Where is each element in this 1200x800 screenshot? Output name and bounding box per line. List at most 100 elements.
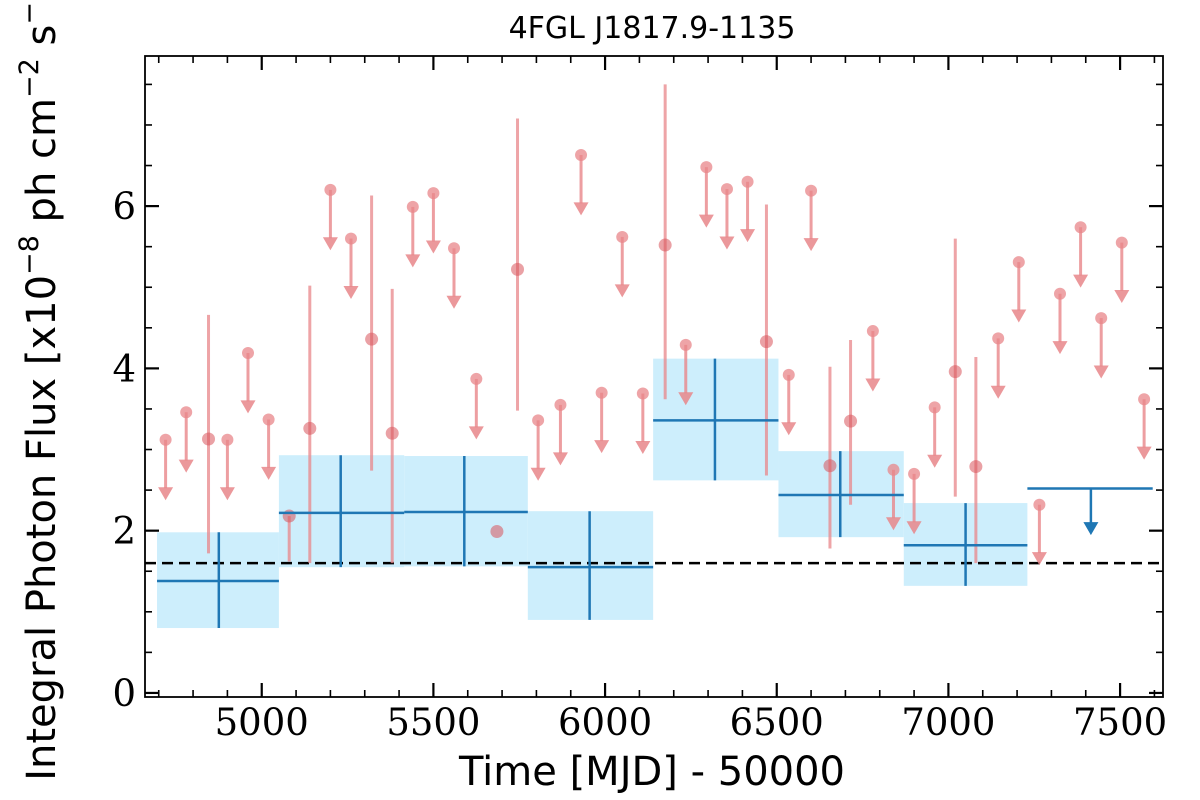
upper-limit-point-33 xyxy=(1115,236,1128,249)
upper-limit-point-28 xyxy=(1012,256,1025,269)
axis-tick-labels: 5000 5500 6000 6500 7000 7500 0 2 4 6 xyxy=(112,185,1167,744)
short-bin-point-2 xyxy=(303,421,317,435)
upper-limit-point-4 xyxy=(262,413,275,426)
upper-limit-point-8 xyxy=(427,187,440,200)
short-bin-point-7 xyxy=(658,238,672,252)
short-bin-point-8 xyxy=(759,335,773,349)
upper-limit-point-0 xyxy=(159,433,172,446)
axes-frame xyxy=(144,55,1164,698)
upper-limit-arrow-21 xyxy=(781,422,797,436)
upper-limit-arrow-10 xyxy=(468,426,484,440)
upper-limit-arrow-18 xyxy=(698,214,714,228)
upper-limit-arrow-27 xyxy=(990,385,1006,399)
x-axis-label: Time [MJD] - 50000 xyxy=(458,749,845,795)
y-axis-label: Integral Photon Flux [x10−8 ph cm−2 s−1] xyxy=(14,0,65,781)
axis-ticks xyxy=(145,56,1163,697)
long-bin-upper-limit-arrow-0 xyxy=(1083,522,1099,536)
upper-limit-arrow-0 xyxy=(158,487,174,501)
y-axis-label-unit: ph cm xyxy=(19,98,65,235)
short-bin-point-11 xyxy=(948,365,962,379)
upper-limit-arrow-19 xyxy=(719,236,735,250)
upper-limit-point-2 xyxy=(221,433,234,446)
upper-limit-arrow-26 xyxy=(927,454,943,468)
chart-title: 4FGL J1817.9-1135 xyxy=(509,11,796,46)
upper-limit-point-10 xyxy=(470,372,483,385)
upper-limit-arrow-16 xyxy=(635,440,651,454)
x-tick-label-6000: 6000 xyxy=(558,701,652,744)
upper-limit-point-7 xyxy=(406,200,419,213)
upper-limit-point-9 xyxy=(448,242,461,255)
upper-limit-arrow-17 xyxy=(678,392,694,406)
upper-limit-arrow-4 xyxy=(261,466,277,480)
upper-limit-arrow-11 xyxy=(530,467,546,481)
upper-limit-point-20 xyxy=(741,175,754,188)
upper-limit-point-24 xyxy=(887,463,900,476)
upper-limit-point-16 xyxy=(636,387,649,400)
y-axis-label-exponent-3: −1 xyxy=(14,0,45,25)
upper-limit-point-21 xyxy=(782,368,795,381)
short-bin-point-10 xyxy=(844,414,858,428)
upper-limit-arrow-24 xyxy=(885,517,901,531)
upper-limit-arrow-8 xyxy=(425,240,441,254)
upper-limit-point-14 xyxy=(595,386,608,399)
x-tick-label-5000: 5000 xyxy=(215,701,309,744)
upper-limit-point-34 xyxy=(1138,393,1151,406)
upper-limit-point-23 xyxy=(866,325,879,338)
upper-limit-point-31 xyxy=(1074,221,1087,234)
y-axis-label-base: Integral Photon Flux [x10 xyxy=(19,275,65,781)
short-bin-point-12 xyxy=(969,460,983,474)
upper-limit-point-19 xyxy=(720,183,733,196)
y-tick-label-0: 0 xyxy=(112,672,136,715)
short-bin-point-4 xyxy=(385,426,399,440)
upper-limit-arrow-6 xyxy=(343,285,359,299)
upper-limit-arrow-30 xyxy=(1052,341,1068,355)
short-bin-point-9 xyxy=(823,459,837,473)
y-tick-label-6: 6 xyxy=(112,185,136,228)
upper-limit-arrow-3 xyxy=(240,400,256,414)
upper-limit-arrow-23 xyxy=(865,378,881,392)
plot-area xyxy=(145,84,1163,629)
x-tick-label-7000: 7000 xyxy=(901,701,995,744)
upper-limit-point-12 xyxy=(554,398,567,411)
upper-limit-point-27 xyxy=(992,332,1005,345)
x-tick-label-5500: 5500 xyxy=(386,701,480,744)
upper-limit-arrow-28 xyxy=(1011,309,1027,323)
short-bin-point-0 xyxy=(202,432,216,446)
upper-limit-arrow-32 xyxy=(1093,365,1109,379)
upper-limit-point-1 xyxy=(180,406,193,419)
y-tick-label-2: 2 xyxy=(112,510,136,553)
upper-limit-arrow-14 xyxy=(594,440,610,454)
upper-limit-arrow-25 xyxy=(906,521,922,535)
upper-limit-point-5 xyxy=(324,183,337,196)
upper-limit-point-18 xyxy=(700,161,713,174)
upper-limit-point-13 xyxy=(575,148,588,161)
y-axis-label-unit-2: s xyxy=(19,25,65,59)
x-tick-label-7500: 7500 xyxy=(1073,701,1167,744)
upper-limit-point-6 xyxy=(345,232,358,245)
upper-limit-point-32 xyxy=(1095,312,1108,325)
upper-limit-arrow-20 xyxy=(740,229,756,243)
upper-limit-point-22 xyxy=(805,184,818,197)
upper-limit-point-11 xyxy=(532,414,545,427)
upper-limit-arrow-2 xyxy=(219,487,235,501)
upper-limit-arrow-7 xyxy=(405,254,421,268)
upper-limit-point-30 xyxy=(1053,287,1066,300)
upper-limit-point-29 xyxy=(1033,498,1046,511)
y-axis-label-exponent-2: −2 xyxy=(14,58,45,98)
short-bin-point-3 xyxy=(365,332,379,346)
axes-box xyxy=(144,55,1164,698)
upper-limit-arrow-5 xyxy=(322,237,338,251)
upper-limit-arrow-33 xyxy=(1114,290,1130,304)
upper-limit-arrow-13 xyxy=(573,202,589,216)
upper-limit-arrow-12 xyxy=(552,452,568,466)
short-bin-point-6 xyxy=(511,262,525,276)
y-axis-label-exponent: −8 xyxy=(14,235,45,275)
upper-limit-point-3 xyxy=(242,346,255,359)
upper-limit-arrow-22 xyxy=(803,238,819,252)
upper-limit-arrow-34 xyxy=(1136,446,1152,460)
upper-limit-point-25 xyxy=(908,467,921,480)
short-bin-point-5 xyxy=(490,524,504,538)
y-tick-label-4: 4 xyxy=(112,347,136,390)
x-tick-label-6500: 6500 xyxy=(730,701,824,744)
